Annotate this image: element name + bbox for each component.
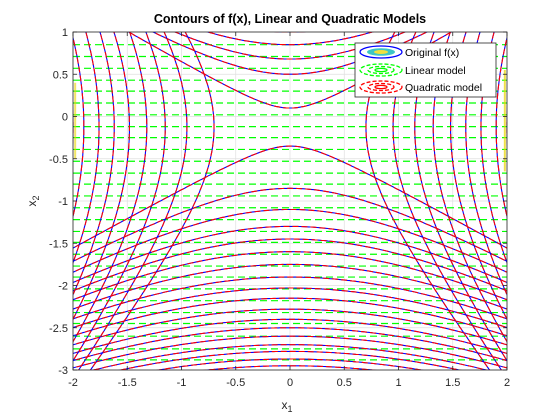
axis-ticks: -2 -1.5 -1 -0.5 0 0.5 1 1.5 2 -3 -2.5 -2 -1.5 -1 -0.5 0… bbox=[49, 27, 510, 389]
x-tick-label: -1 bbox=[177, 377, 187, 389]
legend-entry-original: Original f(x) bbox=[359, 45, 459, 59]
y-tick-label: -2.5 bbox=[49, 323, 68, 335]
quadratic-contour-lower-arch bbox=[73, 225, 507, 284]
quadratic-contour-lower-arch bbox=[73, 276, 507, 320]
x-tick-label: 1.5 bbox=[445, 377, 460, 389]
quadratic-contour-lower-arch bbox=[73, 318, 507, 354]
legend: Original f(x) Linear model Quadratic mod… bbox=[354, 42, 497, 98]
y-tick-label: 1 bbox=[62, 27, 68, 39]
legend-swatch-original bbox=[359, 45, 403, 59]
y-tick-label: -3 bbox=[58, 365, 68, 377]
quadratic-contour-lower-arch bbox=[73, 287, 507, 329]
quadratic-contour-upper-arch bbox=[205, 32, 375, 46]
quadratic-contour-lower-arch bbox=[73, 251, 507, 301]
x-tick-label: 1 bbox=[395, 377, 401, 389]
x-tick-label: 0.5 bbox=[337, 377, 352, 389]
y-tick-label: -1 bbox=[58, 196, 68, 208]
x-tick-label: -2 bbox=[68, 377, 78, 389]
x-tick-label: 0 bbox=[287, 377, 293, 389]
quadratic-contour-lower-arch bbox=[73, 335, 507, 369]
y-tick-label: 0.5 bbox=[53, 69, 68, 81]
quadratic-contour-left-side bbox=[73, 32, 166, 362]
quadratic-contour-lower-arch bbox=[73, 238, 507, 292]
original-contour-right-side bbox=[506, 106, 507, 147]
quadratic-contour-left-side bbox=[73, 32, 148, 343]
original-contour-upper-arch bbox=[151, 32, 429, 75]
legend-swatch-linear bbox=[359, 63, 403, 77]
legend-label-quadratic: Quadratic model bbox=[405, 82, 482, 94]
quadratic-contour-right-side bbox=[506, 106, 507, 147]
quadratic-contour-upper-hyperbola bbox=[127, 32, 453, 109]
legend-entry-quadratic: Quadratic model bbox=[359, 80, 482, 94]
quadratic-contour-lower-arch bbox=[73, 327, 507, 362]
original-contour-left-side bbox=[73, 32, 100, 265]
legend-label-original: Original f(x) bbox=[405, 47, 459, 59]
legend-entry-linear: Linear model bbox=[359, 63, 466, 77]
x-axis-label: x1 bbox=[281, 398, 292, 414]
quadratic-contour-right-side bbox=[414, 32, 507, 362]
y-tick-label: -1.5 bbox=[49, 238, 68, 250]
quadratic-contour-lower-arch bbox=[73, 308, 507, 346]
x-tick-label: -0.5 bbox=[226, 377, 245, 389]
original-contour-left-side bbox=[73, 32, 115, 296]
original-contour-lower-arch bbox=[73, 208, 507, 273]
quadratic-contour-lower-arch bbox=[91, 344, 489, 370]
quadratic-contour-lower-arch bbox=[155, 358, 425, 370]
quadratic-contour-lower-arch bbox=[73, 187, 507, 262]
x-tick-label: 2 bbox=[504, 377, 510, 389]
y-tick-label: 0 bbox=[62, 112, 68, 124]
quadratic-contour-upper-arch bbox=[173, 32, 407, 60]
quadratic-contour-lower-arch bbox=[73, 263, 507, 310]
quadratic-contour-left-side bbox=[77, 32, 188, 370]
y-tick-label: -0.5 bbox=[49, 154, 68, 166]
original-contour-lower-arch bbox=[202, 365, 378, 370]
chart-title: Contours of f(x), Linear and Quadratic M… bbox=[154, 12, 426, 26]
legend-label-linear: Linear model bbox=[405, 65, 466, 77]
y-axis-label: x2 bbox=[25, 195, 41, 206]
quadratic-contour-lower-arch bbox=[73, 297, 507, 337]
y-tick-label: -2 bbox=[58, 281, 68, 293]
quadratic-contour-lower-arch bbox=[118, 350, 462, 370]
quadratic-contour-left-side bbox=[73, 32, 130, 321]
legend-swatch-quadratic bbox=[359, 80, 403, 94]
quadratic-contour-lower-hyperbola bbox=[73, 145, 507, 249]
x-tick-label: -1.5 bbox=[118, 377, 137, 389]
original-contour-left-side bbox=[89, 32, 215, 370]
